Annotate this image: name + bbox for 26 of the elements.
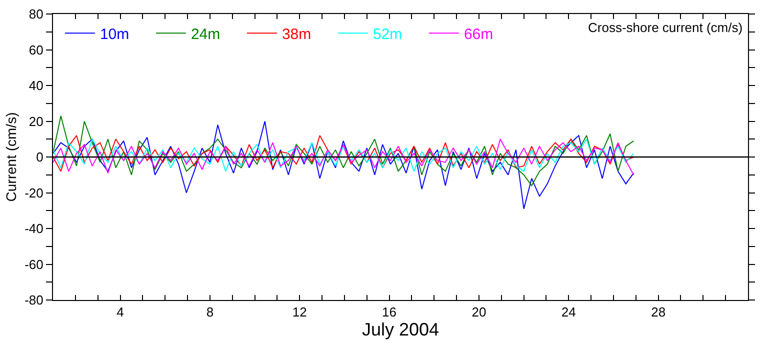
x-tick-label: 8 xyxy=(206,304,214,320)
y-tick-label: -60 xyxy=(24,256,44,272)
x-tick-label: 24 xyxy=(561,304,576,320)
y-tick-label: -80 xyxy=(24,292,44,308)
line-series xyxy=(53,120,634,210)
y-tick-label: 80 xyxy=(28,6,44,22)
y-tick-label: 0 xyxy=(36,150,44,165)
x-axis-title: July 2004 xyxy=(362,320,440,340)
legend-label: 24m xyxy=(190,26,220,43)
y-tick-label: 20 xyxy=(28,114,44,129)
legend-label: 10m xyxy=(100,26,130,43)
y-axis-title: Current (cm/s) xyxy=(3,112,20,202)
legend-label: 66m xyxy=(464,26,494,43)
y-tick-label: -20 xyxy=(24,185,44,200)
legend-label: 52m xyxy=(372,26,402,43)
legend-label: 38m xyxy=(282,26,312,43)
line-series xyxy=(53,115,634,186)
x-tick-label: 20 xyxy=(472,304,486,320)
text: Cross-shore current (cm/s) xyxy=(588,20,743,35)
y-tick-label: 40 xyxy=(28,78,44,94)
x-tick-label: 28 xyxy=(651,304,666,320)
x-tick-label: 16 xyxy=(382,304,397,320)
x-tick-label: 12 xyxy=(292,304,307,320)
x-tick-label: 4 xyxy=(116,304,124,320)
y-tick-label: 60 xyxy=(28,42,44,58)
y-tick-label: -40 xyxy=(24,221,44,236)
